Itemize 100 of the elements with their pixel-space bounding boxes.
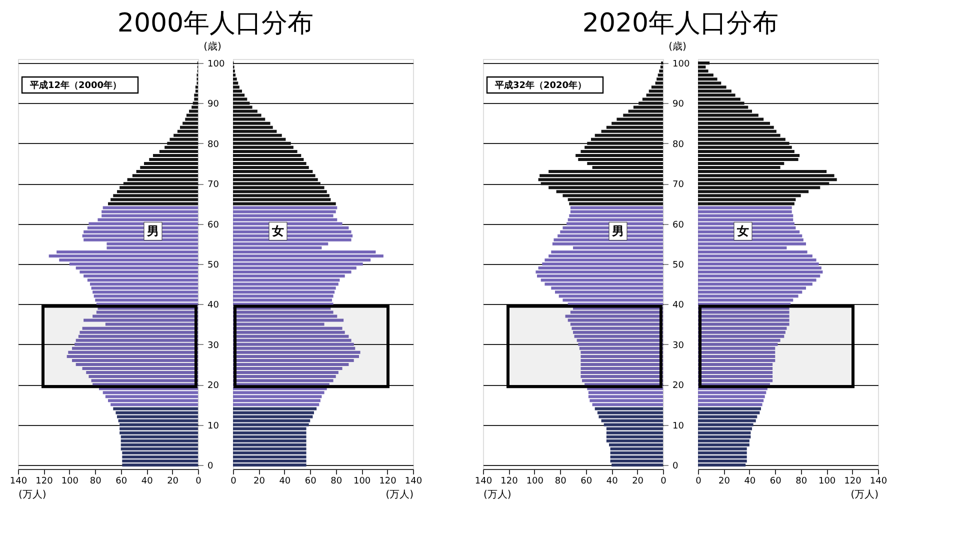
bar — [94, 294, 198, 298]
bar — [698, 258, 816, 262]
y-tick-label: 0 — [672, 461, 678, 472]
bar — [180, 126, 198, 129]
bar — [233, 214, 334, 218]
bar — [610, 447, 663, 450]
bar — [698, 174, 834, 178]
bar — [233, 459, 306, 462]
bar — [562, 298, 663, 302]
bar — [233, 379, 334, 382]
bar — [233, 282, 338, 286]
bar — [233, 166, 309, 170]
x-tick-label: 140 — [870, 476, 888, 486]
y-tick-label: 100 — [208, 60, 225, 70]
bar — [698, 138, 786, 141]
bar — [568, 218, 663, 222]
bar — [604, 423, 663, 426]
bar — [120, 447, 198, 450]
bar — [538, 178, 663, 182]
x-tick-label: 120 — [379, 476, 397, 486]
bar — [233, 94, 245, 97]
bar — [580, 362, 663, 366]
x-tick-label: 0 — [230, 476, 237, 486]
bar — [698, 62, 710, 65]
bar — [698, 423, 754, 426]
y-tick-label: 20 — [672, 381, 684, 392]
y-tick-label: 10 — [672, 421, 684, 432]
bar — [233, 399, 320, 402]
bar — [698, 387, 768, 390]
x-tick-label: 20 — [632, 476, 644, 486]
bar — [698, 358, 776, 362]
bar — [86, 371, 198, 374]
bar — [580, 375, 663, 378]
bar — [698, 431, 751, 434]
bar — [698, 154, 800, 157]
bar — [102, 206, 198, 210]
bar — [570, 322, 663, 326]
bar — [591, 138, 663, 141]
y-tick-label: 80 — [672, 140, 684, 150]
bar — [233, 403, 320, 406]
bar — [698, 122, 770, 125]
bar — [698, 130, 776, 133]
bar — [233, 354, 359, 358]
bar — [144, 162, 198, 166]
bar — [584, 383, 663, 386]
bar — [538, 266, 663, 270]
bar — [544, 282, 663, 286]
bar — [233, 427, 306, 430]
bar — [552, 242, 663, 246]
y-tick-label: 40 — [208, 300, 220, 311]
bar — [648, 90, 663, 93]
bar — [580, 371, 663, 374]
x-tick-label: 140 — [404, 476, 422, 486]
x-axis-title: (万人) — [484, 490, 512, 500]
bar — [569, 202, 663, 206]
annotation: 男 — [611, 224, 624, 238]
bar — [233, 411, 314, 414]
bar — [233, 150, 298, 153]
x-tick-label: 60 — [116, 476, 128, 486]
bar — [95, 298, 198, 302]
bar — [76, 362, 198, 366]
bar — [698, 294, 798, 298]
y-tick-label: 30 — [672, 340, 684, 351]
bar — [698, 342, 778, 346]
bar — [698, 379, 773, 382]
bar — [646, 94, 663, 97]
bar — [233, 463, 306, 466]
bar — [597, 411, 663, 414]
bar — [606, 435, 663, 438]
bar — [606, 431, 663, 434]
y-axis-title: (歳) — [668, 40, 686, 52]
bar — [233, 194, 330, 198]
y-tick-label: 10 — [208, 421, 220, 432]
bar — [698, 218, 794, 222]
bar — [80, 270, 198, 274]
bar — [542, 262, 663, 266]
bar — [91, 286, 198, 290]
bar — [84, 274, 198, 278]
bar — [565, 314, 663, 318]
bar — [123, 182, 198, 186]
bar — [192, 102, 198, 105]
bar — [233, 350, 360, 354]
bar — [91, 379, 198, 382]
bar — [233, 310, 334, 314]
bar — [233, 162, 306, 166]
bar — [698, 202, 794, 206]
bar — [551, 250, 663, 254]
bar — [698, 102, 744, 105]
bar — [698, 142, 790, 145]
bar — [698, 314, 790, 318]
bar — [698, 302, 791, 306]
bar — [698, 318, 790, 322]
bar — [87, 278, 198, 282]
bar — [177, 130, 198, 133]
bar — [588, 395, 663, 398]
bar — [698, 395, 765, 398]
bar — [110, 403, 198, 406]
bar — [698, 78, 718, 81]
bar — [698, 427, 752, 430]
bar — [544, 258, 663, 262]
